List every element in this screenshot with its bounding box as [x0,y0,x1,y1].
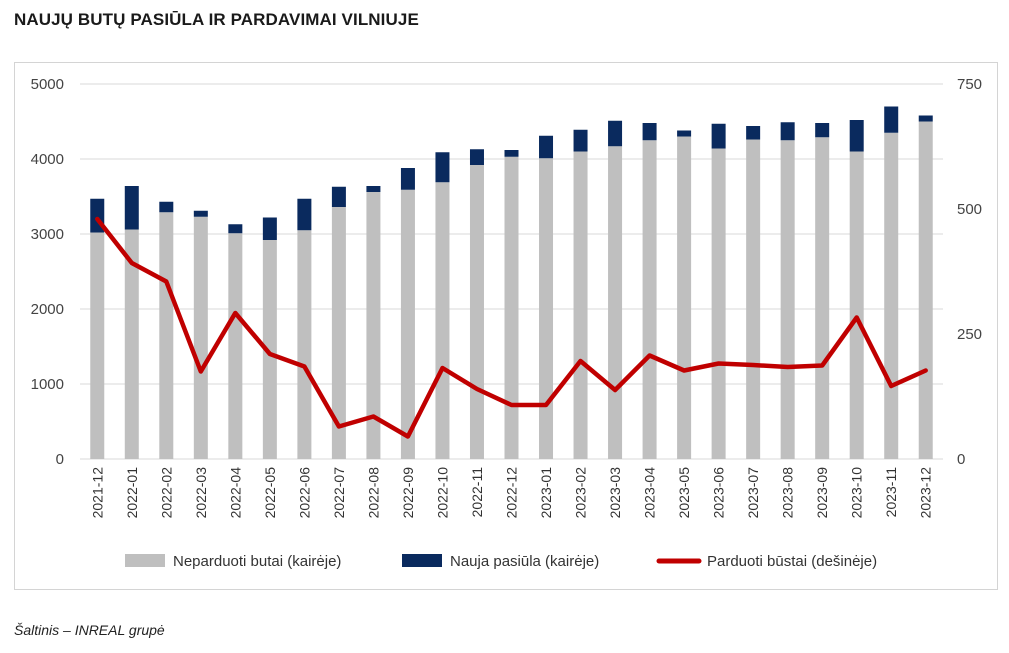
x-tick-label: 2022-08 [365,467,381,519]
bar-new-offer [608,120,623,147]
bar-new-offer [228,224,243,234]
bar-unsold [642,140,657,459]
bar-unsold [746,139,761,459]
x-tick-label: 2022-12 [504,467,520,519]
bar-unsold [469,165,484,459]
bar-unsold [815,137,830,459]
x-tick-label: 2022-02 [158,467,174,519]
bar-new-offer [297,198,312,231]
x-tick-label: 2023-12 [918,467,934,519]
x-tick-label: 2023-05 [676,467,692,519]
bar-unsold [366,192,381,459]
bar-unsold [297,230,312,459]
legend-label-unsold: Neparduoti butai (kairėje) [173,553,341,570]
sold-line [95,216,928,439]
x-tick-label: 2022-04 [227,467,243,519]
bar-new-offer [469,149,484,165]
line-sold [95,216,928,439]
x-tick-label: 2023-07 [745,467,761,519]
bar-unsold [228,233,243,459]
legend: Neparduoti butai (kairėje) Nauja pasiūla… [125,553,877,570]
right-tick-label: 250 [957,326,982,343]
bar-new-offer [400,168,415,190]
bar-new-offer [918,115,933,122]
x-tick-label: 2023-11 [883,467,899,518]
x-tick-label: 2023-03 [607,467,623,519]
x-tick-label: 2022-09 [400,467,416,519]
legend-label-new-offer: Nauja pasiūla (kairėje) [450,553,599,570]
x-tick-label: 2023-10 [849,467,865,519]
left-tick-label: 2000 [31,301,64,318]
bar-unsold [159,212,174,459]
chart: 0 1000 2000 3000 4000 5000 0 250 500 750 2021-12… [31,76,982,570]
x-tick-label: 2022-06 [296,467,312,519]
x-tick-label: 2022-11 [469,467,485,518]
left-tick-label: 3000 [31,226,64,243]
bar-new-offer [884,106,899,133]
bar-new-offer [780,122,795,141]
x-tick-label: 2023-02 [573,467,589,519]
bar-new-offer [573,129,588,152]
right-tick-label: 500 [957,201,982,218]
bar-unsold [193,216,208,459]
bar-new-offer [849,120,864,152]
left-tick-label: 0 [56,451,64,468]
bar-new-offer [366,186,381,192]
x-tick-label: 2022-03 [193,467,209,519]
legend-swatch-unsold [125,554,165,567]
bar-unsold [884,132,899,459]
x-tick-label: 2022-05 [262,467,278,519]
x-tick-label: 2022-07 [331,467,347,519]
bar-new-offer [677,130,692,137]
left-axis: 0 1000 2000 3000 4000 5000 [31,76,64,468]
right-tick-label: 0 [957,451,965,468]
bar-new-offer [193,210,208,217]
x-tick-label: 2022-10 [434,467,450,519]
bar-new-offer [815,123,830,138]
bar-new-offer [331,186,346,207]
bar-new-offer [711,123,726,149]
bar-new-offer [262,217,277,240]
left-tick-label: 4000 [31,151,64,168]
bar-unsold [435,182,450,459]
x-axis: 2021-12 2022-01 2022-02 2022-03 2022-04 2022-… [89,467,933,519]
source-note: Šaltinis – INREAL grupė [14,622,165,638]
bar-unsold [780,140,795,459]
bar-new-offer [746,126,761,140]
x-tick-label: 2023-01 [538,467,554,519]
chart-title: NAUJŲ BUTŲ PASIŪLA IR PARDAVIMAI VILNIUJ… [14,10,419,29]
x-tick-label: 2023-04 [642,467,658,519]
x-tick-label: 2023-09 [814,467,830,519]
right-tick-label: 750 [957,76,982,93]
left-tick-label: 5000 [31,76,64,93]
legend-swatch-new-offer [402,554,442,567]
bar-new-offer [642,123,657,141]
bar-new-offer [539,135,554,159]
x-tick-label: 2022-01 [124,467,140,519]
bar-unsold [539,158,554,459]
bar-unsold [262,240,277,459]
bar-new-offer [504,150,519,157]
bar-unsold [504,156,519,459]
bar-new-offer [435,152,450,183]
bar-unsold [849,151,864,459]
bar-unsold [400,189,415,459]
bar-unsold [331,207,346,459]
bar-unsold [124,229,139,459]
right-axis: 0 250 500 750 [957,76,982,468]
bar-unsold [608,146,623,459]
left-tick-label: 1000 [31,376,64,393]
x-tick-label: 2023-06 [711,467,727,519]
legend-label-sold: Parduoti būstai (dešinėje) [707,553,877,570]
bars [90,106,933,459]
bar-new-offer [159,201,174,213]
x-tick-label: 2023-08 [780,467,796,519]
bar-unsold [711,148,726,459]
bar-unsold [918,121,933,459]
bar-unsold [573,151,588,459]
x-tick-label: 2021-12 [89,467,105,519]
bar-unsold [677,136,692,459]
bar-unsold [90,232,105,459]
bar-new-offer [124,186,139,230]
